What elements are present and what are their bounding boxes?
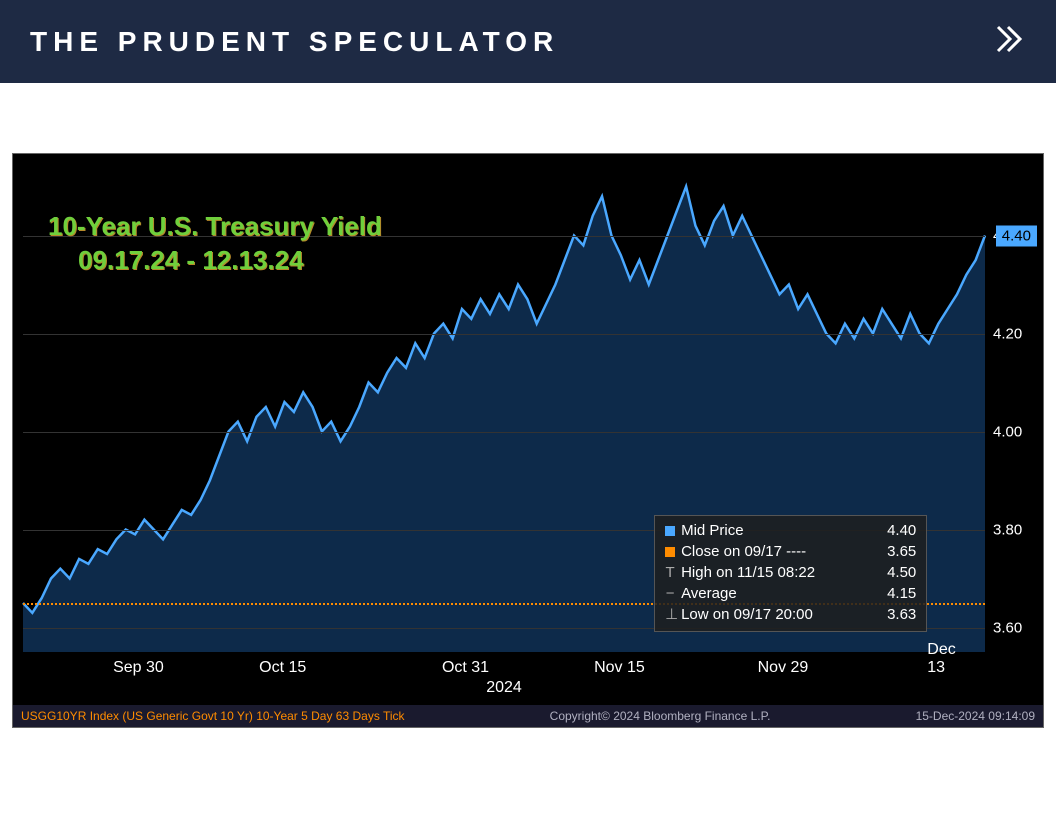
legend-marker-icon: ⊥ (665, 604, 675, 625)
legend-marker-icon: T (665, 562, 675, 583)
legend-row: T High on 11/15 08:22 4.50 (665, 562, 916, 583)
x-tick-label: Nov 29 (758, 659, 809, 677)
x-tick-label: Nov 15 (594, 659, 645, 677)
y-tick-label: 3.80 (993, 521, 1033, 538)
legend-row: ⊥ Low on 09/17 20:00 3.63 (665, 604, 916, 625)
footer-left: USGG10YR Index (US Generic Govt 10 Yr) 1… (21, 709, 405, 723)
legend-box: Mid Price 4.40 Close on 09/17 ---- 3.65 T Hig… (654, 515, 927, 632)
x-tick-label: Sep 30 (113, 659, 164, 677)
x-tick-label: Dec 13 (927, 641, 965, 677)
legend-label: Mid Price (681, 520, 881, 541)
legend-label: Low on 09/17 20:00 (681, 604, 881, 625)
chart-footer: USGG10YR Index (US Generic Govt 10 Yr) 1… (13, 705, 1043, 727)
current-price-tag: 4.40 (996, 225, 1037, 246)
legend-label: Average (681, 583, 881, 604)
y-tick-label: 3.60 (993, 619, 1033, 636)
legend-row: −Average 4.15 (665, 583, 916, 604)
legend-value: 4.40 (887, 520, 916, 541)
footer-center: Copyright© 2024 Bloomberg Finance L.P. (550, 709, 771, 723)
y-tick-label: 4.20 (993, 325, 1033, 342)
legend-value: 4.50 (887, 562, 916, 583)
legend-value: 4.15 (887, 583, 916, 604)
legend-swatch-icon (665, 547, 675, 557)
chart-container: 10-Year U.S. Treasury Yield 09.17.24 - 1… (12, 153, 1044, 728)
x-tick-label: Oct 31 (442, 659, 489, 677)
brand-title: THE PRUDENT SPECULATOR (30, 26, 559, 58)
chart-title-line2: 09.17.24 - 12.13.24 (48, 244, 382, 278)
legend-swatch-icon (665, 526, 675, 536)
page-header: THE PRUDENT SPECULATOR (0, 0, 1056, 83)
chart-title: 10-Year U.S. Treasury Yield 09.17.24 - 1… (48, 210, 382, 278)
footer-right: 15-Dec-2024 09:14:09 (916, 709, 1035, 723)
y-gridline (23, 334, 985, 335)
legend-row: Close on 09/17 ---- 3.65 (665, 541, 916, 562)
x-tick-label: Oct 15 (259, 659, 306, 677)
chart-title-line1: 10-Year U.S. Treasury Yield (48, 210, 382, 244)
y-tick-label: 4.00 (993, 423, 1033, 440)
legend-marker-icon: − (665, 583, 675, 604)
y-gridline (23, 432, 985, 433)
x-axis-year: 2024 (486, 679, 522, 697)
legend-value: 3.63 (887, 604, 916, 625)
plot-area: 10-Year U.S. Treasury Yield 09.17.24 - 1… (23, 162, 985, 652)
legend-label: Close on 09/17 ---- (681, 541, 881, 562)
legend-row: Mid Price 4.40 (665, 520, 916, 541)
legend-value: 3.65 (887, 541, 916, 562)
brand-logo-icon (994, 23, 1026, 60)
legend-label: High on 11/15 08:22 (681, 562, 881, 583)
